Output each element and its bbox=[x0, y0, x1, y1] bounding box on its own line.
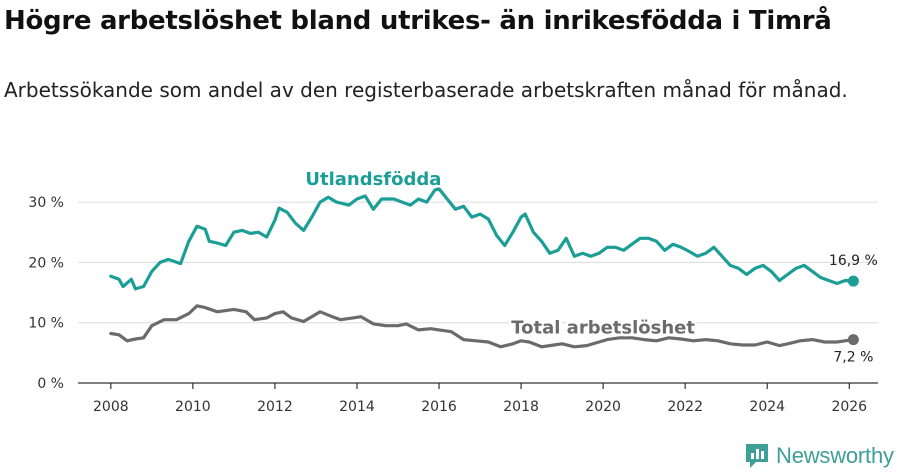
x-tick-label: 2016 bbox=[421, 399, 457, 415]
y-tick-label: 10 % bbox=[28, 316, 64, 332]
y-tick-label: 30 % bbox=[28, 195, 64, 211]
y-tick-label: 20 % bbox=[28, 255, 64, 271]
series-name-label-1: Total arbetslöshet bbox=[511, 318, 695, 339]
x-tick-label: 2010 bbox=[175, 399, 211, 415]
series-labels: 16,9 % 7,2 % Utlandsfödda Total arbetslöshe… bbox=[303, 167, 878, 366]
x-tick-label: 2026 bbox=[831, 399, 867, 415]
x-tick-label: 2014 bbox=[339, 399, 375, 415]
x-tick-label: 2012 bbox=[257, 399, 293, 415]
series-end-label-1: 7,2 % bbox=[833, 350, 873, 366]
newsworthy-logo: Newsworthy bbox=[744, 441, 894, 471]
grid-lines bbox=[78, 201, 878, 324]
x-tick-label: 2008 bbox=[93, 399, 129, 415]
x-tick-label: 2018 bbox=[503, 399, 539, 415]
series-end-point-0 bbox=[847, 275, 859, 287]
chart-title: Högre arbetslöshet bland utrikes- än inr… bbox=[4, 6, 832, 36]
series-lines bbox=[109, 187, 859, 349]
x-tick-label: 2024 bbox=[749, 399, 785, 415]
x-tick-label: 2022 bbox=[667, 399, 703, 415]
y-axis-ticks: 0 % 10 % 20 % 30 % bbox=[28, 195, 64, 392]
series-line-0 bbox=[109, 187, 855, 291]
x-tick-label: 2020 bbox=[585, 399, 621, 415]
series-line-1 bbox=[109, 304, 855, 349]
chart-subtitle: Arbetssökande som andel av den registerb… bbox=[4, 78, 848, 102]
series-end-label-0: 16,9 % bbox=[829, 253, 878, 269]
x-axis: 2008 2010 2012 2014 2016 2018 2020 2022 2024 2026 bbox=[78, 382, 878, 415]
y-tick-label: 0 % bbox=[37, 376, 64, 392]
newsworthy-logo-icon bbox=[746, 444, 768, 468]
newsworthy-logo-text: Newsworthy bbox=[776, 443, 894, 468]
series-end-point-1 bbox=[847, 334, 859, 346]
series-name-label-0: Utlandsfödda bbox=[305, 169, 441, 190]
